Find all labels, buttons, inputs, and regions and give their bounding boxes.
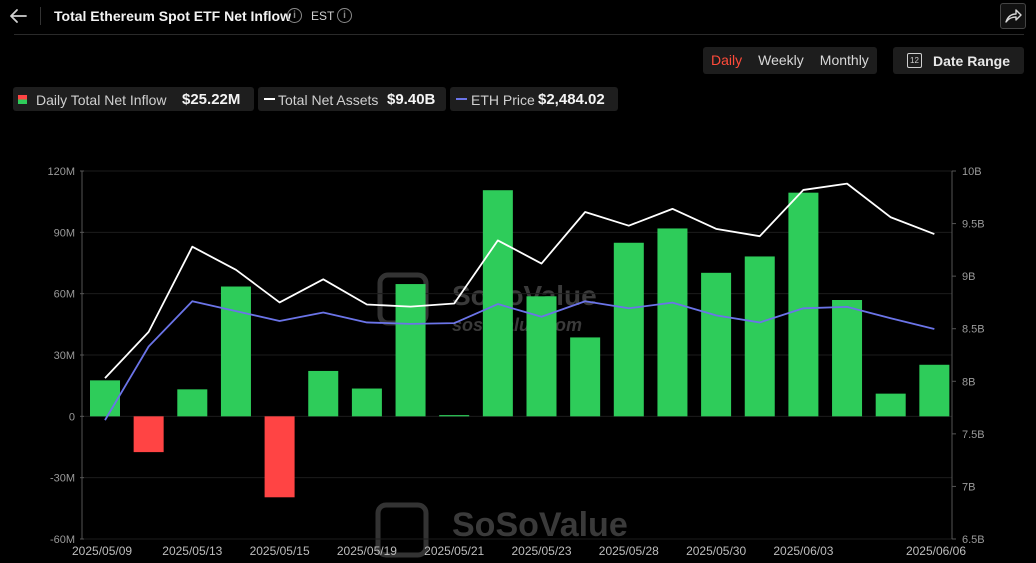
white-line-swatch-icon	[264, 98, 275, 100]
inflow-bar	[264, 416, 295, 498]
axes: 120M 90M 60M 30M 0 -30M -60M 10B 9.5B 9B 8.5B 8B 7.5…	[47, 166, 984, 558]
date-range-button[interactable]: 12 Date Range	[893, 47, 1024, 74]
legend-assets-label: Total Net Assets	[278, 92, 379, 108]
share-icon	[1005, 9, 1022, 23]
eth-price-line	[104, 300, 935, 421]
watermark-bottom-logo-icon	[375, 502, 429, 558]
right-tick-label: 7.5B	[962, 429, 985, 441]
inflow-bar	[657, 228, 688, 417]
right-tick-label: 9B	[962, 271, 975, 283]
period-toggle: Daily Weekly Monthly	[703, 47, 877, 74]
inflow-bar	[177, 389, 208, 417]
x-tick-label: 2025/05/23	[511, 544, 571, 558]
blue-line-swatch-icon	[456, 98, 467, 100]
legend-price-value: $2,484.02	[538, 91, 605, 108]
x-tick-label: 2025/06/03	[773, 544, 833, 558]
monthly-button[interactable]: Monthly	[819, 52, 869, 68]
left-tick-label: 90M	[54, 227, 75, 239]
inflow-bar	[308, 370, 339, 417]
right-tick-label: 8.5B	[962, 324, 985, 336]
legend-inflow-value: $25.22M	[182, 91, 241, 108]
left-tick-label: 0	[69, 411, 75, 423]
left-tick-label: 30M	[54, 350, 75, 362]
inflow-bar	[351, 388, 382, 417]
divider	[40, 7, 41, 25]
x-tick-label: 2025/05/15	[250, 544, 310, 558]
left-tick-label: 60M	[54, 289, 75, 301]
bar-swatch-icon	[18, 95, 27, 104]
timezone-info-icon[interactable]: i	[337, 8, 352, 23]
left-tick-label: -60M	[50, 534, 75, 546]
legend-assets[interactable]: Total Net Assets $9.40B	[258, 87, 446, 111]
watermark-url: sosovalue.com	[452, 315, 582, 335]
back-arrow-icon[interactable]	[8, 5, 30, 27]
inflow-bar	[570, 337, 601, 417]
inflow-bars	[90, 190, 950, 498]
top-bar: Total Ethereum Spot ETF Net Inflow i EST…	[0, 0, 1036, 34]
page-title: Total Ethereum Spot ETF Net Inflow	[54, 8, 291, 24]
daily-button[interactable]: Daily	[711, 52, 743, 68]
right-tick-label: 8B	[962, 376, 975, 388]
inflow-bar	[788, 192, 819, 417]
watermark-bottom-brand: SoSoValue	[452, 506, 628, 544]
total-net-assets-line	[104, 182, 935, 379]
x-tick-label: 2025/05/30	[686, 544, 746, 558]
inflow-bar	[701, 272, 732, 417]
x-tick-label: 2025/05/09	[72, 544, 132, 558]
inflow-bar	[90, 380, 120, 417]
legend-inflow-label: Daily Total Net Inflow	[36, 92, 167, 108]
left-tick-label: 120M	[47, 166, 75, 178]
x-tick-label: 2025/06/06	[906, 544, 966, 558]
right-tick-label: 9.5B	[962, 219, 985, 231]
left-tick-label: -30M	[50, 473, 75, 485]
right-tick-label: 10B	[962, 166, 982, 178]
inflow-bar	[395, 284, 426, 417]
x-tick-label: 2025/05/19	[337, 544, 397, 558]
inflow-bar	[832, 300, 863, 417]
weekly-button[interactable]: Weekly	[758, 52, 804, 68]
inflow-bar	[919, 364, 950, 417]
x-tick-label: 2025/05/13	[162, 544, 222, 558]
right-tick-label: 6.5B	[962, 534, 985, 546]
inflow-bar	[133, 416, 164, 453]
header-divider	[14, 34, 1024, 35]
inflow-bar	[875, 393, 906, 417]
net-inflow-chart: SoSoValue SoSoValue sosovalue.com 120M 90M 6…	[47, 166, 984, 558]
legend-price-label: ETH Price	[471, 92, 535, 108]
legend-assets-value: $9.40B	[387, 91, 436, 108]
inflow-bar	[220, 286, 251, 417]
date-range-label: Date Range	[933, 53, 1011, 69]
x-tick-label: 2025/05/21	[424, 544, 484, 558]
timezone-label[interactable]: EST	[311, 9, 335, 23]
series-lines	[104, 182, 935, 421]
x-tick-label: 2025/05/28	[599, 544, 659, 558]
legend-inflow[interactable]: Daily Total Net Inflow $25.22M	[13, 87, 254, 111]
inflow-bar	[744, 256, 775, 417]
legend-price[interactable]: ETH Price $2,484.02	[450, 87, 618, 111]
calendar-icon: 12	[907, 53, 922, 68]
inflow-bar	[613, 242, 644, 417]
grid	[82, 170, 952, 540]
info-icon[interactable]: i	[287, 8, 302, 23]
inflow-bar	[439, 415, 470, 417]
share-button[interactable]	[1000, 3, 1026, 29]
watermark-mid-brand: SoSoValue	[452, 280, 597, 311]
right-tick-label: 7B	[962, 481, 975, 493]
